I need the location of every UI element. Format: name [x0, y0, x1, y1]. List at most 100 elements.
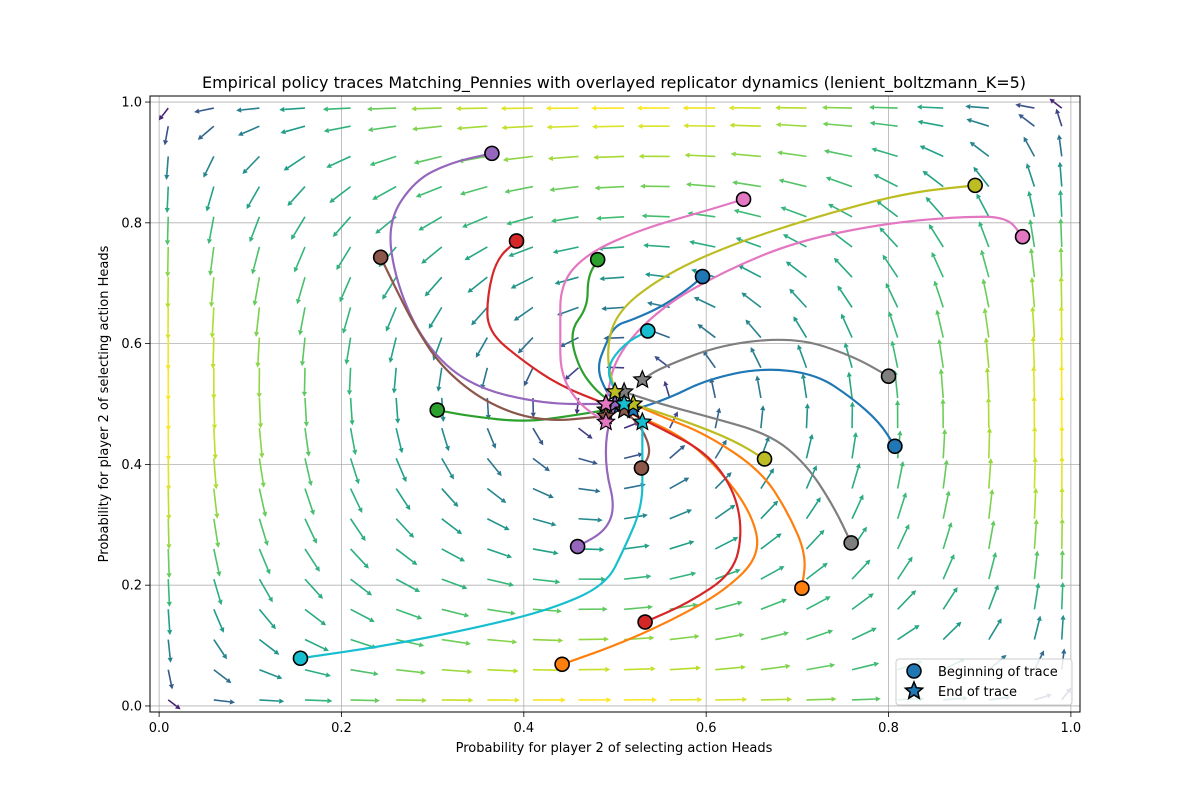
vector-arrow-head: [874, 662, 879, 667]
vector-arrow: [785, 209, 806, 217]
vector-arrow: [351, 670, 374, 674]
vector-arrow-head: [165, 208, 170, 213]
vector-arrow: [790, 264, 807, 277]
vector-arrow-head: [1015, 103, 1020, 108]
vector-arrow: [351, 579, 368, 592]
vector-arrow-head: [262, 512, 267, 517]
vector-arrow-head: [558, 638, 563, 643]
vector-arrow-head: [553, 249, 558, 254]
vector-arrow-head: [742, 697, 747, 702]
vector-arrow-head: [1060, 615, 1065, 620]
vector-arrow: [1061, 252, 1062, 277]
vector-arrow-head: [1027, 191, 1032, 196]
y-tick-label: 1.0: [121, 96, 142, 111]
vector-arrow: [396, 609, 418, 617]
vector-arrow: [305, 579, 320, 595]
vector-arrow: [943, 495, 948, 518]
trace-line: [633, 404, 804, 588]
vector-arrow: [739, 211, 761, 216]
vector-arrow: [212, 307, 213, 333]
vector-arrow: [806, 408, 807, 428]
vector-arrow: [579, 458, 594, 462]
vector-arrow: [1033, 311, 1035, 337]
vector-arrow: [706, 354, 715, 367]
vector-arrow: [487, 609, 511, 613]
vector-arrow-head: [1058, 247, 1063, 252]
vector-arrow: [487, 579, 509, 584]
vector-arrow-head: [946, 490, 951, 495]
vector-arrow: [875, 123, 898, 126]
vector-arrow-head: [214, 513, 219, 518]
vector-arrow: [849, 377, 852, 398]
vector-arrow: [377, 187, 397, 198]
vector-arrow-head: [347, 390, 352, 395]
vector-arrow: [168, 579, 169, 602]
trace-start-marker: [882, 369, 896, 383]
vector-arrow-head: [440, 417, 445, 422]
vector-arrow-head: [296, 299, 301, 305]
vector-arrow-head: [215, 543, 220, 548]
vector-arrow-head: [989, 489, 994, 494]
vector-arrow: [213, 338, 214, 364]
vector-arrow: [331, 156, 351, 165]
vector-arrow: [761, 699, 787, 700]
vector-arrow: [211, 247, 214, 271]
vector-arrow: [943, 434, 944, 459]
vector-arrow-head: [777, 150, 782, 155]
vector-arrow: [827, 108, 852, 109]
vector-arrow-head: [254, 332, 259, 337]
vector-arrow-head: [216, 571, 221, 576]
vector-arrow: [1032, 253, 1035, 277]
vector-arrow-head: [261, 482, 266, 487]
vector-arrow-head: [392, 388, 397, 393]
trace-start-marker: [737, 192, 751, 206]
vector-arrow-head: [696, 665, 701, 670]
vector-arrow: [351, 519, 363, 537]
trace-start-marker: [293, 651, 307, 665]
vector-arrow: [243, 126, 260, 133]
vector-arrow-head: [166, 396, 171, 401]
vector-arrow-head: [809, 434, 814, 439]
vector-arrow: [624, 546, 645, 549]
vector-arrow: [210, 217, 214, 239]
vector-arrow-head: [935, 309, 940, 314]
vector-arrow: [259, 519, 266, 542]
vector-arrow-head: [1028, 219, 1033, 224]
legend-label-beginning: Beginning of trace: [938, 665, 1058, 680]
vector-arrow-head: [324, 128, 329, 133]
vector-arrow-head: [515, 697, 520, 702]
vector-arrow: [347, 338, 351, 360]
vector-arrow: [1062, 620, 1063, 640]
vector-arrow-head: [212, 425, 217, 430]
vector-arrow: [989, 525, 993, 549]
vector-arrow-head: [1026, 163, 1031, 169]
vector-arrow-head: [823, 122, 828, 127]
vector-arrow-head: [300, 361, 305, 366]
vector-arrow-head: [166, 486, 171, 491]
vector-arrow: [1061, 281, 1062, 307]
vector-arrow-head: [209, 302, 214, 307]
y-tick-label: 0.0: [121, 699, 142, 714]
vector-arrow: [874, 107, 898, 108]
vector-arrow: [898, 561, 910, 579]
vector-arrow: [624, 669, 651, 670]
vector-arrow: [624, 607, 648, 609]
vector-arrow: [606, 307, 624, 308]
vector-arrow: [328, 108, 351, 109]
vector-arrow: [1061, 195, 1062, 217]
vector-arrow: [654, 332, 669, 338]
vector-arrow-head: [373, 671, 378, 676]
vector-arrow: [891, 316, 898, 337]
vector-arrow: [299, 277, 305, 299]
vector-arrow: [533, 458, 546, 468]
vector-arrow: [442, 549, 461, 559]
vector-arrow-head: [512, 639, 517, 644]
vector-arrow: [442, 519, 458, 531]
vector-arrow: [257, 307, 260, 332]
vector-arrow: [394, 368, 396, 389]
vector-arrow: [487, 489, 502, 500]
vector-arrow: [533, 519, 552, 524]
vector-arrow: [691, 185, 715, 187]
vector-arrow-head: [355, 479, 360, 485]
vector-arrow: [830, 179, 852, 187]
